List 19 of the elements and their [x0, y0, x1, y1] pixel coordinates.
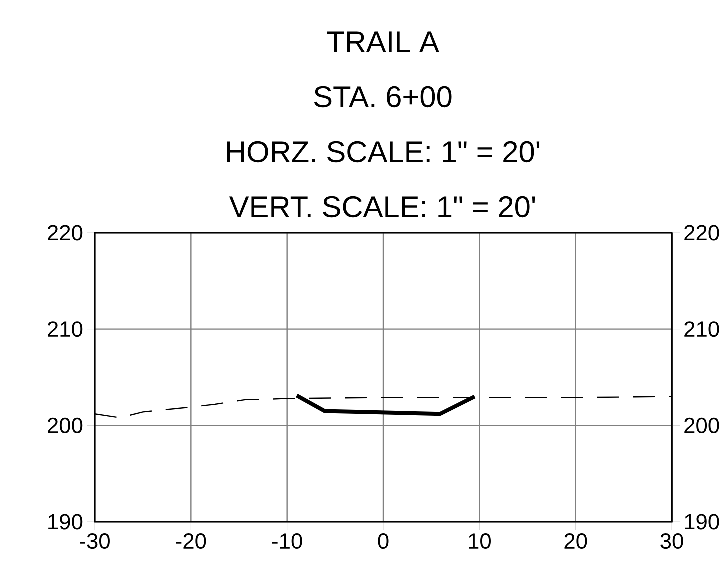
- x-tick-label: 20: [564, 534, 588, 550]
- x-tick-label: 30: [660, 534, 684, 550]
- text: HORZ. SCALE: 1" = 20': [227, 141, 540, 163]
- text: VERT. SCALE: 1" = 20': [229, 196, 536, 218]
- y2-tick-label: 200: [48, 418, 83, 434]
- x-tick-label: -30: [80, 534, 110, 550]
- y-tick-label: 210: [684, 322, 720, 338]
- x-tick-label: -20: [176, 534, 206, 550]
- y-tick-label: 190: [685, 514, 720, 530]
- x-tick-label: 10: [469, 534, 491, 550]
- chart-title: TRAIL A: [327, 32, 440, 52]
- y2-tick-label: 210: [48, 322, 83, 338]
- y2-tick-label: 220: [48, 225, 83, 241]
- x-tick-label: 0: [378, 534, 389, 550]
- x-tick-label: -10: [272, 534, 302, 550]
- y-tick-label: 220: [684, 225, 720, 241]
- y-tick-label: 200: [684, 418, 720, 434]
- chart-subtitle: STA. 6+00: [314, 86, 452, 108]
- y2-tick-label: 190: [48, 514, 83, 530]
